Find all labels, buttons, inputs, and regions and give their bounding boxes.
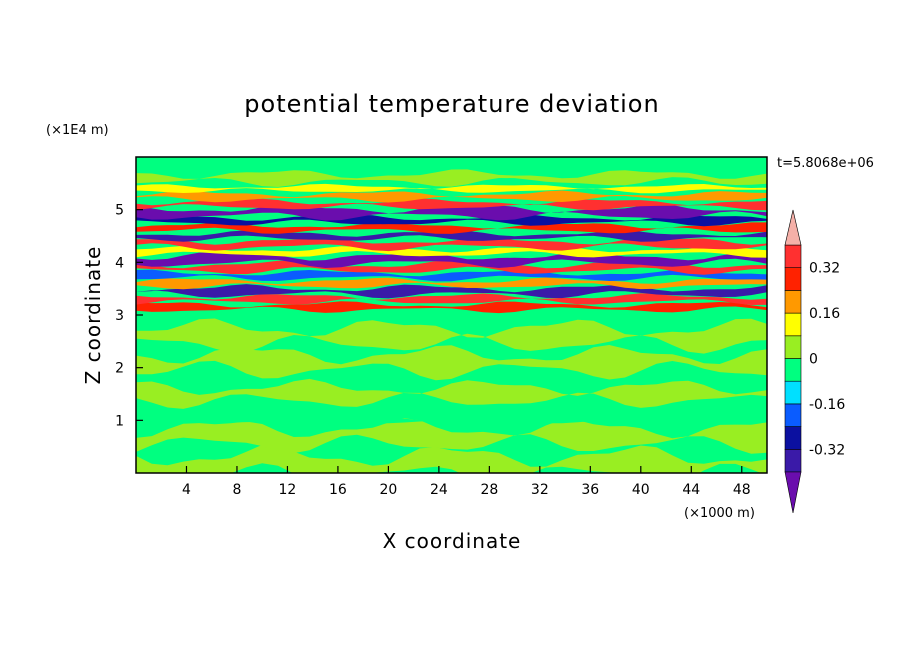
x-tick-label: 8 bbox=[232, 482, 241, 498]
contour-band bbox=[136, 169, 767, 187]
contour-band bbox=[136, 284, 767, 299]
contour-band bbox=[136, 269, 767, 282]
time-label: t=5.8068e+06 bbox=[777, 156, 874, 171]
colorbar-label: -0.32 bbox=[809, 442, 845, 458]
colorbar-label: 0.16 bbox=[809, 306, 840, 322]
colorbar-segment bbox=[784, 312, 802, 337]
colorbar-segment bbox=[784, 403, 802, 427]
colorbar-segment bbox=[784, 267, 802, 291]
x-axis-unit: (×1000 m) bbox=[684, 506, 755, 521]
colorbar-segment bbox=[784, 244, 802, 269]
colorbar-min-arrow bbox=[784, 471, 802, 514]
y-tick-label: 4 bbox=[115, 255, 124, 271]
x-tick-label: 12 bbox=[279, 482, 297, 498]
x-tick-label: 36 bbox=[581, 482, 599, 498]
colorbar-segment bbox=[784, 380, 802, 405]
colorbar-label: 0.32 bbox=[809, 261, 840, 277]
contour-band bbox=[136, 417, 767, 424]
contour-band bbox=[136, 222, 767, 234]
colorbar-segment bbox=[784, 358, 802, 382]
y-axis-unit: (×1E4 m) bbox=[46, 123, 109, 138]
x-tick-label: 16 bbox=[329, 482, 347, 498]
x-tick-label: 48 bbox=[733, 482, 751, 498]
contour-band bbox=[136, 293, 767, 305]
contour-band bbox=[136, 245, 767, 258]
x-axis-label: X coordinate bbox=[383, 529, 522, 553]
contour-band bbox=[136, 198, 767, 211]
chart-title: potential temperature deviation bbox=[244, 90, 659, 118]
x-tick-label: 28 bbox=[480, 482, 498, 498]
x-tick-label: 44 bbox=[682, 482, 700, 498]
y-tick-label: 5 bbox=[115, 203, 124, 219]
x-tick-label: 20 bbox=[379, 482, 397, 498]
colorbar-segment bbox=[784, 290, 802, 314]
x-tick-label: 24 bbox=[430, 482, 448, 498]
x-tick-label: 32 bbox=[531, 482, 549, 498]
contour-band bbox=[136, 301, 767, 314]
y-axis-label: Z coordinate bbox=[81, 246, 105, 385]
contour-band bbox=[136, 214, 767, 227]
x-tick-label: 4 bbox=[182, 482, 191, 498]
contour-band bbox=[136, 277, 767, 290]
x-tick-label: 40 bbox=[632, 482, 650, 498]
y-axis: 1 2 3 4 5 bbox=[115, 203, 143, 429]
colorbar-segment bbox=[784, 448, 802, 473]
contour-band bbox=[136, 345, 767, 381]
contour-band bbox=[136, 418, 767, 454]
y-tick-label: 2 bbox=[115, 361, 124, 377]
contour-band bbox=[136, 236, 767, 252]
contour-band bbox=[136, 183, 767, 194]
x-axis: 4 8 12 16 20 24 28 32 36 40 44 48 bbox=[182, 466, 751, 498]
colorbar-max-arrow bbox=[784, 209, 802, 246]
colorbar-label: -0.16 bbox=[809, 397, 845, 413]
colorbar-segment bbox=[784, 335, 802, 359]
y-tick-label: 1 bbox=[115, 413, 124, 429]
colorbar: 0.32 0.16 0 -0.16 -0.32 bbox=[784, 209, 845, 514]
colorbar-segment bbox=[784, 426, 802, 450]
contour-band bbox=[136, 318, 767, 354]
y-tick-label: 3 bbox=[115, 308, 124, 324]
contour-band bbox=[136, 260, 767, 275]
plot-area bbox=[136, 157, 767, 473]
contour-band bbox=[136, 378, 767, 409]
colorbar-label: 0 bbox=[809, 352, 818, 368]
